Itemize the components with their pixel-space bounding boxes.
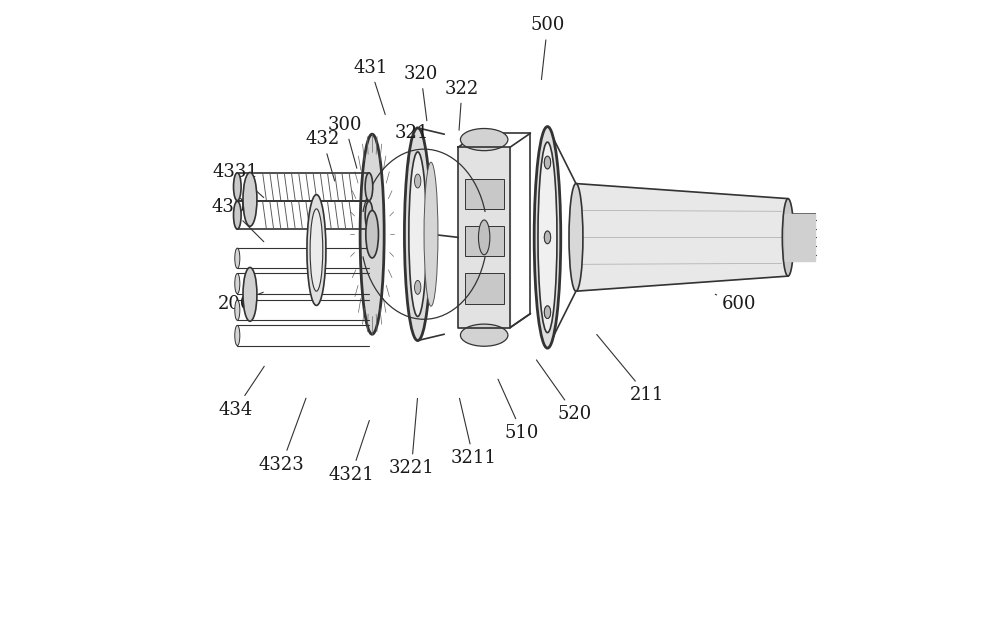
- Ellipse shape: [234, 201, 241, 229]
- FancyBboxPatch shape: [465, 273, 504, 304]
- Ellipse shape: [360, 134, 384, 334]
- Ellipse shape: [544, 306, 551, 318]
- Ellipse shape: [415, 280, 421, 294]
- Ellipse shape: [409, 152, 427, 316]
- Text: 3211: 3211: [450, 398, 496, 467]
- Polygon shape: [576, 184, 788, 291]
- Ellipse shape: [544, 156, 551, 169]
- Ellipse shape: [544, 231, 551, 244]
- Ellipse shape: [235, 325, 240, 346]
- Text: 434: 434: [218, 367, 264, 418]
- Ellipse shape: [569, 184, 583, 291]
- Text: 4321: 4321: [328, 420, 374, 484]
- Ellipse shape: [544, 231, 551, 244]
- Text: 600: 600: [715, 294, 757, 313]
- Text: 300: 300: [328, 116, 362, 168]
- Text: 430: 430: [212, 198, 264, 242]
- Text: 200: 200: [218, 292, 263, 313]
- Ellipse shape: [235, 273, 240, 294]
- FancyBboxPatch shape: [465, 226, 504, 256]
- Polygon shape: [785, 214, 815, 261]
- Text: 321: 321: [394, 124, 429, 165]
- Ellipse shape: [307, 195, 326, 306]
- Ellipse shape: [538, 142, 557, 333]
- Text: 3221: 3221: [389, 398, 434, 477]
- Ellipse shape: [478, 220, 490, 255]
- Text: 320: 320: [404, 65, 438, 121]
- Text: 431: 431: [353, 59, 387, 115]
- Ellipse shape: [415, 174, 421, 188]
- Text: 510: 510: [498, 379, 539, 442]
- Text: 4331: 4331: [212, 163, 264, 197]
- Text: 322: 322: [445, 80, 479, 130]
- Ellipse shape: [234, 173, 241, 201]
- Ellipse shape: [460, 128, 508, 151]
- Ellipse shape: [460, 324, 508, 346]
- Text: 211: 211: [597, 334, 664, 404]
- Ellipse shape: [424, 162, 438, 306]
- Ellipse shape: [310, 209, 323, 291]
- Ellipse shape: [534, 127, 561, 348]
- Ellipse shape: [235, 300, 240, 320]
- Ellipse shape: [365, 173, 373, 201]
- Text: 500: 500: [530, 16, 565, 80]
- Text: 432: 432: [306, 130, 340, 181]
- Polygon shape: [458, 147, 510, 328]
- Ellipse shape: [235, 248, 240, 268]
- Ellipse shape: [366, 210, 378, 258]
- Text: 520: 520: [536, 360, 592, 423]
- Text: 4323: 4323: [259, 398, 306, 473]
- Ellipse shape: [365, 201, 373, 229]
- Ellipse shape: [404, 128, 431, 341]
- Ellipse shape: [243, 172, 257, 227]
- Ellipse shape: [544, 306, 551, 318]
- Ellipse shape: [782, 199, 794, 276]
- Ellipse shape: [544, 156, 551, 169]
- Ellipse shape: [243, 267, 257, 322]
- FancyBboxPatch shape: [465, 179, 504, 209]
